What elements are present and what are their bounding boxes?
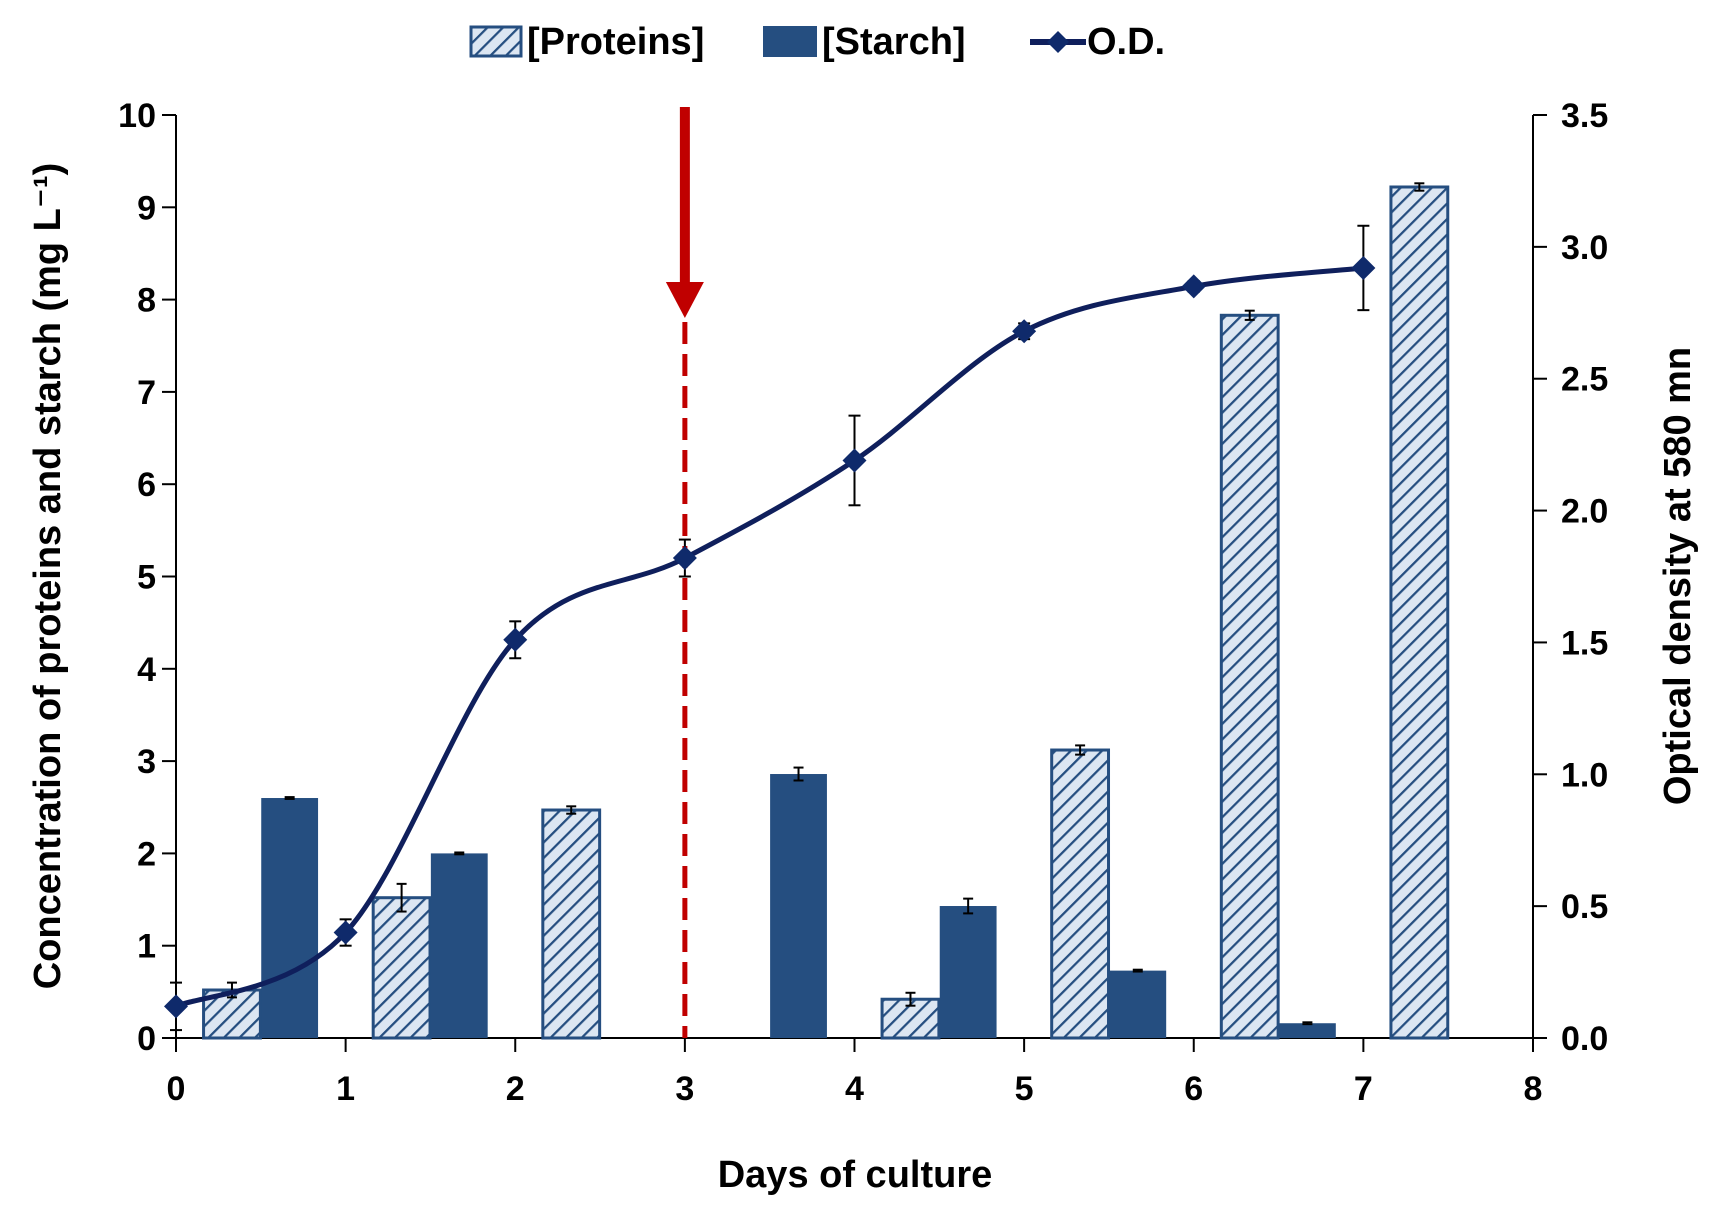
arrow-head — [665, 282, 704, 318]
legend-swatch-od-marker — [1047, 31, 1069, 53]
proteins-bar — [1389, 185, 1450, 1040]
y-right-tick-label: 2.0 — [1561, 493, 1608, 531]
y-left-tick-label: 7 — [137, 374, 156, 412]
od-point — [503, 627, 528, 652]
y-left-tick-label: 4 — [137, 651, 156, 689]
proteins-bar — [541, 808, 602, 1040]
starch-bar — [430, 853, 488, 1038]
od-point — [1181, 274, 1206, 299]
od-point — [1351, 255, 1376, 280]
y-right-tick-label: 2.5 — [1561, 361, 1608, 399]
od-series — [164, 224, 1376, 1032]
y-left-tick-label: 8 — [137, 282, 156, 320]
y-left-tick-label: 6 — [137, 466, 156, 504]
od-line — [175, 265, 1364, 1009]
od-point — [164, 994, 188, 1019]
y-axis-right-title: Optical density at 580 mn — [1657, 347, 1699, 805]
legend-swatch-starch — [763, 26, 817, 57]
x-tick-label: 6 — [1184, 1070, 1203, 1108]
x-tick-label: 3 — [675, 1070, 694, 1108]
proteins-bar — [1050, 748, 1111, 1040]
x-tick-label: 4 — [845, 1070, 864, 1108]
starch-bar — [1109, 970, 1167, 1038]
legend-label-proteins: [Proteins] — [527, 21, 704, 63]
od-point — [842, 448, 867, 473]
y-left-tick-label: 2 — [137, 835, 156, 873]
legend-swatch-proteins — [469, 25, 523, 58]
x-tick-label: 1 — [336, 1070, 355, 1108]
od-point — [333, 920, 358, 945]
y-right-ticks: 0.0 0.5 1.0 1.5 2.0 2.5 3.0 3.5 — [1533, 97, 1608, 1058]
x-tick-label: 5 — [1015, 1070, 1034, 1108]
annotation-arrow — [665, 107, 704, 1038]
x-axis-title: Days of culture — [718, 1154, 993, 1196]
y-right-tick-label: 0.5 — [1561, 888, 1608, 926]
y-left-ticks: 0 1 2 3 4 5 6 7 8 9 10 — [118, 97, 176, 1058]
y-right-tick-label: 3.5 — [1561, 97, 1608, 135]
x-tick-label: 7 — [1354, 1070, 1373, 1108]
x-tick-label: 8 — [1524, 1070, 1543, 1108]
proteins-bar — [1219, 313, 1280, 1040]
y-left-tick-label: 10 — [118, 97, 156, 135]
legend: [Proteins] [Starch] O.D. — [469, 21, 1165, 63]
x-tick-label: 0 — [167, 1070, 186, 1108]
y-right-tick-label: 3.0 — [1561, 229, 1608, 267]
starch-bar — [939, 906, 997, 1038]
y-right-tick-label: 1.5 — [1561, 624, 1608, 662]
proteins-bar — [371, 896, 432, 1040]
x-ticks: 0 1 2 3 4 5 6 7 8 — [167, 1038, 1543, 1108]
starch-bar — [261, 798, 319, 1038]
y-left-tick-label: 3 — [137, 743, 156, 781]
legend-label-od: O.D. — [1087, 21, 1165, 63]
starch-bar — [770, 774, 827, 1038]
od-point — [672, 546, 697, 571]
y-left-tick-label: 0 — [137, 1020, 156, 1058]
y-right-tick-label: 0.0 — [1561, 1020, 1608, 1058]
od-point — [1012, 319, 1037, 344]
y-left-tick-label: 9 — [137, 189, 156, 227]
bars — [202, 182, 1450, 1040]
x-tick-label: 2 — [506, 1070, 525, 1108]
y-axis-left-title: Concentration of proteins and starch (mg… — [27, 163, 69, 990]
y-left-tick-label: 5 — [137, 559, 156, 597]
legend-label-starch: [Starch] — [822, 21, 966, 63]
starch-bar — [1278, 1023, 1336, 1038]
y-right-tick-label: 1.0 — [1561, 756, 1608, 794]
y-left-tick-label: 1 — [137, 928, 156, 966]
